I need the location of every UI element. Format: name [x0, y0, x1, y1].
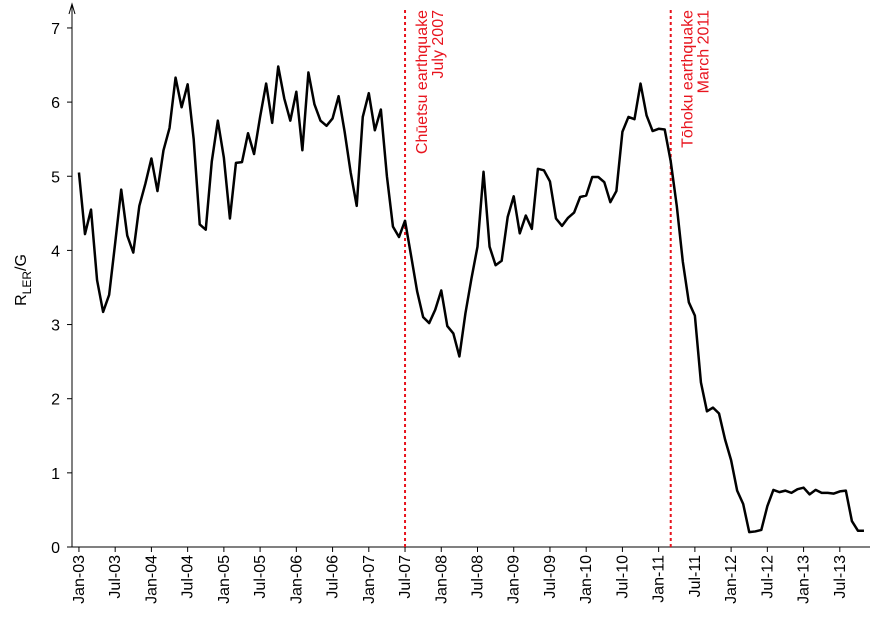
x-tick-label: Jul-12 — [759, 555, 776, 599]
y-tick-label: 0 — [51, 540, 60, 557]
x-tick-label: Jul-13 — [832, 555, 849, 599]
y-label-sub: LER — [20, 271, 34, 295]
x-tick-label: Jul-06 — [325, 555, 342, 599]
x-tick-label: Jan-05 — [216, 555, 233, 604]
x-tick-label: Jan-11 — [651, 555, 668, 603]
x-tick-label: Jan-06 — [288, 555, 305, 604]
y-axis-arrow — [68, 2, 76, 15]
x-tick-label: Jul-07 — [397, 555, 414, 599]
x-tick-label: Jul-05 — [252, 555, 269, 599]
event-label: Tōhoku earthquake — [680, 10, 697, 148]
event-label: March 2011 — [696, 10, 713, 93]
x-tick-label: Jan-10 — [578, 555, 595, 604]
y-tick-label: 2 — [51, 392, 60, 409]
y-tick-label: 3 — [51, 318, 60, 335]
x-tick-label: Jan-07 — [361, 555, 378, 604]
y-axis-label: RLER/G — [13, 254, 34, 306]
y-tick-label: 4 — [51, 243, 60, 260]
y-label-rest: /G — [13, 254, 30, 271]
x-tick-label: Jan-04 — [143, 555, 160, 604]
x-tick-label: Jul-08 — [469, 555, 486, 599]
x-tick-label: Jan-13 — [796, 555, 813, 604]
event-label: July 2007 — [430, 10, 447, 79]
x-tick-label: Jan-12 — [723, 555, 740, 604]
x-tick-label: Jul-04 — [180, 555, 197, 599]
y-tick-label: 5 — [51, 169, 60, 186]
x-tick-label: Jan-09 — [506, 555, 523, 604]
x-tick-label: Jul-11 — [687, 555, 704, 597]
y-tick-label: 6 — [51, 95, 60, 112]
data-line — [77, 65, 864, 534]
x-tick-label: Jul-09 — [542, 555, 559, 599]
y-tick-label: 7 — [51, 21, 60, 38]
y-tick-label: 1 — [51, 466, 60, 483]
x-tick-label: Jul-10 — [614, 555, 631, 599]
x-tick-label: Jan-03 — [71, 555, 88, 604]
event-label: Chūetsu earthquake — [414, 10, 431, 154]
y-label-main: R — [13, 294, 30, 306]
x-tick-label: Jul-03 — [107, 555, 124, 599]
x-tick-label: Jan-08 — [433, 555, 450, 604]
